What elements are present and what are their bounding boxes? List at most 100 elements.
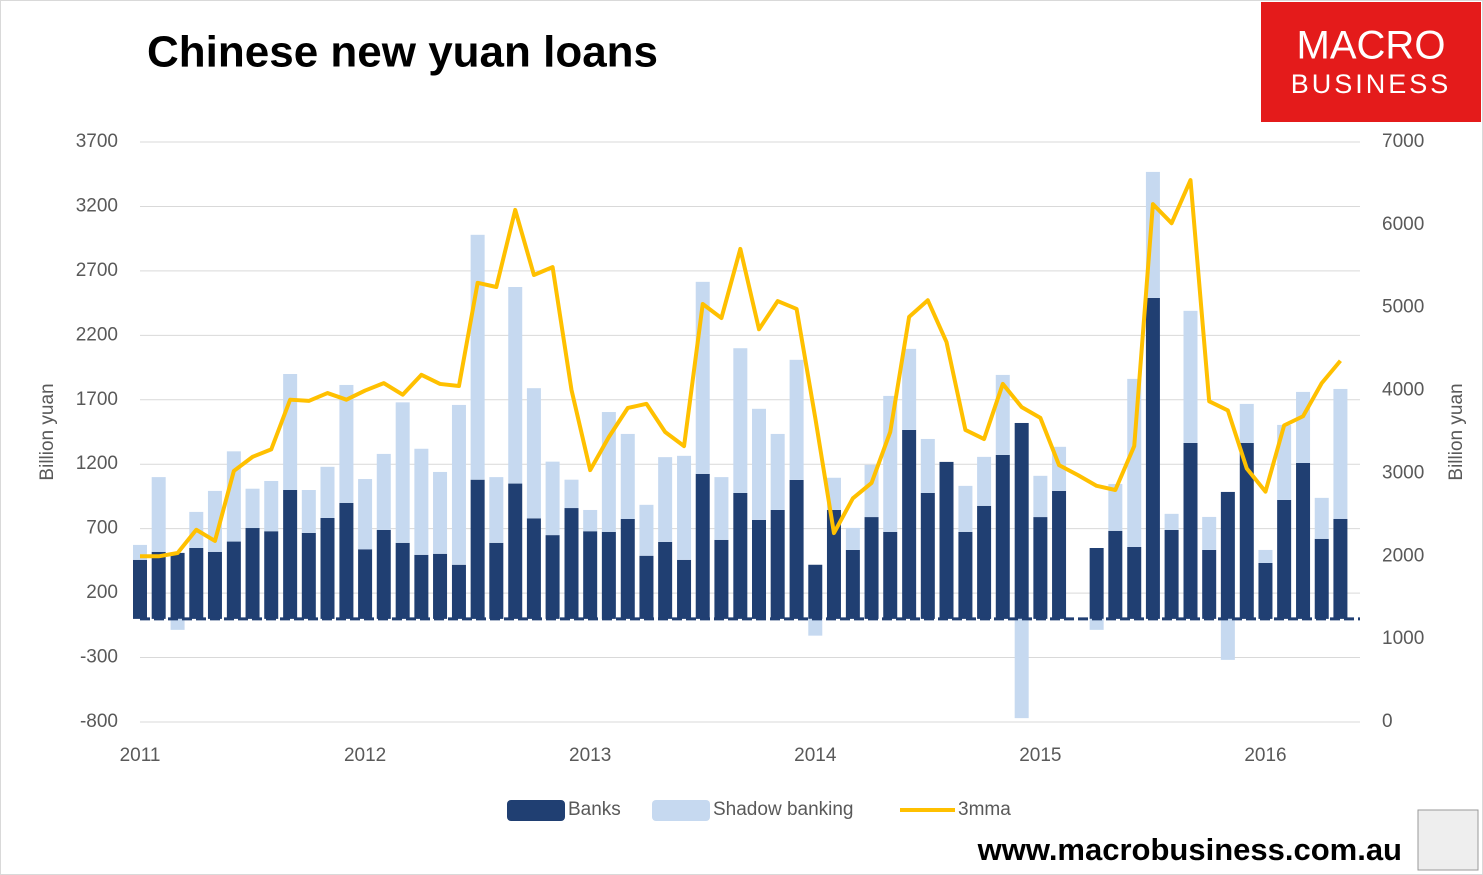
bar xyxy=(902,429,917,619)
y2-tick-label: 7000 xyxy=(1382,131,1424,152)
bar xyxy=(489,477,504,543)
y-tick-label: 1200 xyxy=(76,453,118,474)
x-tick-label: 2011 xyxy=(120,745,161,766)
bar xyxy=(1183,310,1198,443)
legend-label: 3mma xyxy=(958,799,1011,820)
bar xyxy=(977,456,992,506)
x-tick-label: 2013 xyxy=(569,745,611,766)
logo-text: MACRO xyxy=(1297,24,1446,68)
bar xyxy=(1183,442,1198,619)
bar xyxy=(883,395,898,532)
line-series xyxy=(140,178,1342,559)
bar xyxy=(433,471,448,554)
bar xyxy=(1089,618,1104,630)
logo-box xyxy=(1261,2,1481,122)
bar xyxy=(414,554,429,619)
bar xyxy=(1239,442,1254,619)
x-tick-label: 2015 xyxy=(1019,745,1061,766)
bar xyxy=(789,479,804,619)
bar xyxy=(770,509,785,619)
bar xyxy=(1052,490,1067,619)
bar xyxy=(1108,483,1123,531)
legend-swatch xyxy=(652,800,710,821)
bar xyxy=(639,555,654,619)
y2-axis-title: Billion yuan xyxy=(1446,383,1467,480)
y-tick-label: 1700 xyxy=(76,389,118,410)
bar xyxy=(958,485,973,532)
bar xyxy=(264,531,279,619)
bar xyxy=(770,433,785,510)
bar xyxy=(789,359,804,480)
y-tick-label: -800 xyxy=(80,711,118,732)
y-tick-label: 700 xyxy=(86,518,118,539)
bar xyxy=(245,488,260,529)
bar xyxy=(808,564,823,619)
bar xyxy=(451,564,466,619)
bar xyxy=(883,531,898,619)
legend-swatch xyxy=(507,800,565,821)
legend-label: Shadow banking xyxy=(713,799,854,820)
bar xyxy=(902,348,917,430)
bar xyxy=(620,519,635,619)
bar xyxy=(733,492,748,619)
bar xyxy=(226,451,241,542)
y-tick-label: 200 xyxy=(86,582,118,603)
y-tick-label: 3200 xyxy=(76,195,118,216)
bar xyxy=(677,559,692,619)
y2-tick-label: 2000 xyxy=(1382,545,1424,566)
bar xyxy=(639,504,654,556)
bar xyxy=(601,531,616,619)
bar xyxy=(226,541,241,619)
bar xyxy=(1314,497,1329,539)
bar xyxy=(545,535,560,619)
bar xyxy=(658,541,673,619)
bar xyxy=(1014,422,1029,619)
bar xyxy=(320,517,335,619)
bar xyxy=(151,551,166,619)
bar xyxy=(339,502,354,619)
bar xyxy=(526,518,541,619)
bar xyxy=(376,453,391,530)
bar xyxy=(939,461,954,619)
bar xyxy=(489,542,504,619)
bar xyxy=(583,509,598,532)
bar xyxy=(695,473,710,619)
bar xyxy=(1239,403,1254,443)
y-tick-label: -300 xyxy=(80,647,118,668)
y2-tick-label: 6000 xyxy=(1382,214,1424,235)
bar xyxy=(508,287,523,484)
bar xyxy=(1145,297,1160,619)
bar xyxy=(920,438,935,493)
bar xyxy=(283,490,298,619)
y2-tick-label: 1000 xyxy=(1382,628,1424,649)
bar xyxy=(376,529,391,619)
bar xyxy=(451,404,466,565)
x-tick-label: 2014 xyxy=(794,745,837,766)
bar xyxy=(301,532,316,619)
bar xyxy=(189,548,204,619)
bar xyxy=(1314,538,1329,619)
y-tick-label: 3700 xyxy=(76,131,118,152)
y-axis-title: Billion yuan xyxy=(37,383,58,480)
bar xyxy=(995,454,1010,619)
bar xyxy=(414,448,429,555)
bar xyxy=(1258,562,1273,619)
bar xyxy=(470,234,485,480)
bar xyxy=(283,374,298,490)
bar xyxy=(395,542,410,619)
bar xyxy=(264,480,279,532)
y-tick-label: 2700 xyxy=(76,260,118,281)
bar xyxy=(1333,388,1348,519)
bar xyxy=(545,461,560,536)
y2-tick-label: 0 xyxy=(1382,711,1393,732)
footer-url: www.macrobusiness.com.au xyxy=(977,832,1402,867)
bar xyxy=(170,552,185,619)
bar xyxy=(526,388,541,519)
bar xyxy=(508,483,523,619)
bar xyxy=(1277,499,1292,619)
chart-title: Chinese new yuan loans xyxy=(147,28,658,77)
bar xyxy=(620,433,635,519)
bar xyxy=(1296,462,1311,619)
bar xyxy=(433,553,448,619)
